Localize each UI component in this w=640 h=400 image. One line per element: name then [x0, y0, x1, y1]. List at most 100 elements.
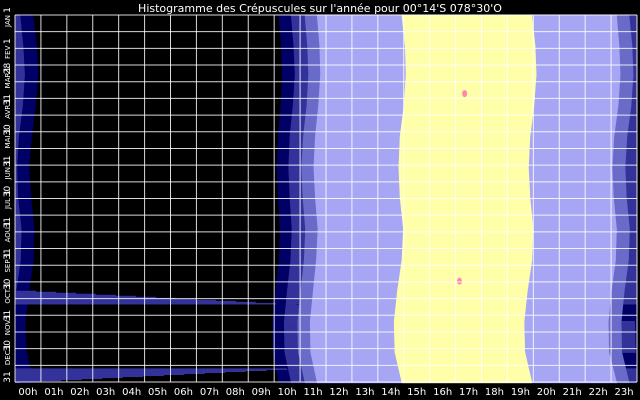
band-segment — [15, 233, 35, 235]
band-segment — [399, 275, 530, 278]
band-segment — [15, 16, 21, 19]
band-segment — [15, 259, 21, 262]
band-segment — [15, 20, 34, 23]
band-segment — [15, 229, 35, 231]
band-segment — [399, 191, 530, 194]
band-segment — [15, 149, 19, 152]
band-segment — [15, 94, 37, 96]
band-segment — [15, 56, 38, 59]
band-segment — [401, 123, 532, 125]
band-segment — [15, 54, 38, 57]
band-segment — [15, 38, 23, 41]
band-segment — [399, 153, 530, 156]
band-segment — [404, 91, 536, 93]
band-segment — [15, 351, 27, 353]
band-segment — [15, 188, 18, 191]
band-segment — [394, 337, 525, 339]
band-segment — [405, 85, 536, 87]
band-segment — [15, 184, 18, 187]
band-segment — [396, 360, 528, 362]
band-segment — [15, 276, 19, 279]
band-segment — [15, 89, 24, 91]
band-segment — [15, 338, 27, 340]
band-segment — [15, 46, 24, 49]
band-segment — [398, 279, 530, 282]
band-segment — [15, 69, 39, 72]
band-segment — [399, 138, 531, 141]
band-segment — [15, 185, 31, 188]
band-segment — [15, 79, 25, 81]
band-segment — [399, 177, 530, 180]
band-segment — [15, 53, 38, 56]
band-segment — [15, 163, 30, 166]
band-segment — [15, 129, 20, 132]
x-tick-label: 00h — [18, 387, 37, 398]
band-segment — [15, 40, 37, 43]
y-day-label: 31 — [3, 248, 13, 259]
band-segment — [403, 232, 534, 234]
band-segment — [404, 37, 535, 40]
band-segment — [15, 306, 28, 309]
band-segment — [15, 136, 32, 139]
x-tick-label: 10h — [278, 387, 297, 398]
band-segment — [15, 71, 25, 74]
band-segment — [15, 170, 30, 173]
band-segment — [15, 275, 32, 278]
x-tick-label: 12h — [329, 387, 348, 398]
band-segment — [15, 275, 19, 278]
band-segment — [400, 206, 532, 208]
band-segment — [402, 235, 534, 237]
band-segment — [401, 254, 533, 257]
band-segment — [15, 80, 25, 82]
band-segment — [398, 366, 529, 368]
band-segment — [400, 265, 532, 268]
band-segment — [404, 101, 535, 103]
band-segment — [403, 106, 534, 108]
y-day-label: 31 — [3, 371, 13, 382]
band-segment — [15, 115, 35, 117]
band-segment — [15, 93, 24, 95]
band-segment — [405, 66, 537, 69]
band-segment — [15, 339, 27, 341]
band-segment — [15, 130, 20, 133]
band-segment — [15, 61, 38, 64]
band-segment — [15, 279, 18, 282]
band-segment — [15, 278, 31, 281]
band-segment — [400, 200, 531, 202]
band-segment — [394, 340, 525, 342]
band-segment — [15, 107, 23, 109]
y-axis-ticks: JAN1FEV128MAR131AVR130MAI131JUN130JUL131… — [3, 7, 13, 383]
band-segment — [15, 125, 21, 128]
y-month-label: AVR — [4, 105, 12, 119]
band-segment — [15, 132, 33, 135]
band-segment — [15, 285, 30, 288]
band-segment — [15, 48, 38, 51]
band-segment — [15, 305, 28, 308]
band-segment — [399, 154, 530, 157]
band-segment — [15, 163, 18, 166]
band-segment — [15, 220, 34, 222]
band-segment — [15, 228, 35, 230]
band-segment — [394, 319, 525, 322]
band-segment — [402, 236, 533, 238]
band-segment — [402, 251, 533, 254]
band-segment — [15, 64, 38, 67]
band-segment — [394, 346, 525, 348]
band-segment — [15, 31, 22, 34]
band-segment — [15, 324, 26, 326]
band-segment — [405, 67, 537, 70]
band-segment — [401, 213, 532, 215]
band-segment — [15, 269, 20, 272]
band-segment — [395, 308, 526, 311]
band-segment — [404, 90, 536, 92]
band-segment — [15, 167, 18, 170]
band-segment — [15, 376, 123, 379]
band-segment — [15, 240, 35, 242]
band-segment — [15, 223, 34, 225]
y-day-label: 30 — [3, 185, 13, 197]
band-segment — [15, 272, 32, 275]
band-segment — [15, 204, 19, 206]
band-segment — [15, 117, 35, 119]
band-segment — [395, 356, 527, 358]
band-segment — [402, 218, 533, 220]
